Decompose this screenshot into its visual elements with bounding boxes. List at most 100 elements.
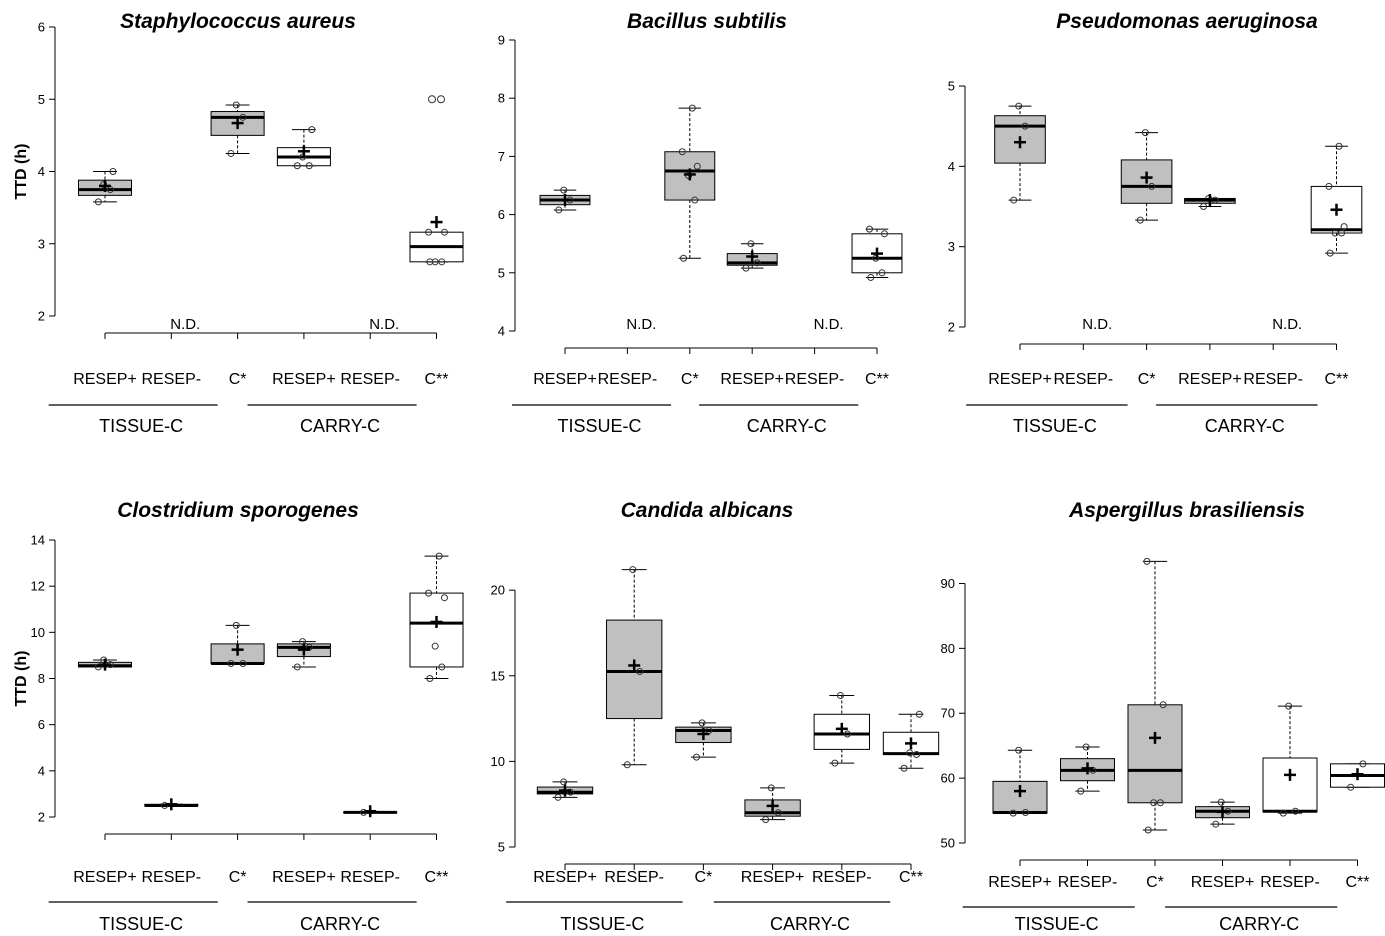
x-tick-label: C** [1324,371,1348,388]
group-label: TISSUE-C [99,416,183,436]
group-label: TISSUE-C [560,914,644,934]
chart-title: Bacillus subtilis [627,10,787,33]
data-point [94,663,102,671]
outlier-point [437,95,445,104]
box-plot [1262,702,1318,817]
y-tick-label: 9 [498,33,505,48]
chart-panel: Aspergillus brasiliensis 50 60 70 80 90 RESEP+… [941,499,1385,934]
data-point [426,258,434,266]
x-tick-label: RESEP+ [73,371,137,388]
y-tick-label: 5 [498,840,505,855]
x-tick-label: RESEP- [604,869,664,886]
y-tick-label: 6 [38,717,45,732]
data-point [1279,809,1287,817]
x-tick-label: C** [899,869,923,886]
x-tick-label: RESEP- [1058,874,1118,891]
data-point [693,162,701,170]
box-plot [813,691,870,767]
data-point [1335,142,1343,150]
data-point [1340,223,1348,231]
data-point [1021,809,1029,817]
chart-title: Staphylococcus aureus [120,10,356,33]
data-point [438,258,446,266]
x-tick-label: C* [1146,874,1164,891]
chart-title: Candida albicans [621,499,794,522]
data-point [680,254,688,262]
data-point [767,784,775,792]
data-point [425,228,433,236]
x-tick-label: RESEP- [340,869,400,886]
data-point [293,663,301,671]
data-point [913,751,921,759]
x-tick-label: RESEP+ [533,869,597,886]
data-point [688,104,696,112]
box-plot [664,104,716,262]
data-point [1136,216,1144,224]
box-plot [210,101,265,157]
box-plot [675,719,732,761]
box-plot [1184,194,1236,210]
not-detected-label: N.D. [369,316,399,333]
data-point [227,659,235,667]
data-point [1291,807,1299,815]
data-point [440,228,448,236]
y-axis-label: TTD (h) [13,651,30,707]
y-tick-label: 80 [941,641,955,656]
box-plot [992,746,1048,817]
y-tick-label: 8 [38,671,45,686]
data-point [554,793,562,801]
x-tick-label: RESEP- [1260,874,1320,891]
data-point [843,730,851,738]
x-tick-label: RESEP+ [1191,874,1255,891]
data-point [636,667,644,675]
x-tick-label: RESEP+ [272,869,336,886]
data-point [239,113,247,121]
data-point [742,264,750,272]
data-point [431,258,439,266]
not-detected-label: N.D. [814,316,844,333]
x-tick-label: RESEP- [598,371,658,388]
box-plot [1060,743,1115,795]
iqr-box [409,592,464,668]
data-point [425,589,433,597]
data-point [1331,229,1339,237]
box-plot [276,638,331,671]
x-tick-label: C** [865,371,889,388]
group-label: TISSUE-C [1013,416,1097,436]
data-point [831,759,839,767]
group-label: TISSUE-C [99,914,183,934]
x-tick-label: RESEP- [1243,371,1303,388]
data-point [1325,182,1333,190]
y-tick-label: 50 [941,836,955,851]
data-point [1141,129,1149,137]
y-tick-label: 8 [498,91,505,106]
data-point [691,196,699,204]
data-point [299,153,307,161]
data-point [435,552,443,560]
group-label: CARRY-C [747,416,827,436]
x-tick-label: RESEP+ [533,371,597,388]
x-tick-label: RESEP+ [272,371,336,388]
not-detected-label: N.D. [1272,316,1302,333]
group-label: TISSUE-C [1015,914,1099,934]
y-tick-label: 2 [948,320,955,335]
box-plot [536,778,594,801]
data-point [698,719,706,727]
data-point [109,168,117,175]
y-tick-label: 12 [31,579,45,594]
data-point [1205,194,1213,202]
iqr-box [1262,757,1318,813]
data-point [1156,799,1164,807]
y-tick-label: 2 [38,810,45,825]
data-point [880,230,888,238]
data-point [1285,702,1293,710]
data-point [1010,196,1018,204]
y-tick-label: 10 [31,625,45,640]
group-label: TISSUE-C [558,416,642,436]
x-tick-label: RESEP- [812,869,872,886]
iqr-box [1127,704,1183,804]
chart-panel: Candida albicans 5 10 15 20 RESEP+ RESEP- C* RES… [491,499,940,934]
data-point [1326,249,1334,257]
data-point [227,149,235,157]
